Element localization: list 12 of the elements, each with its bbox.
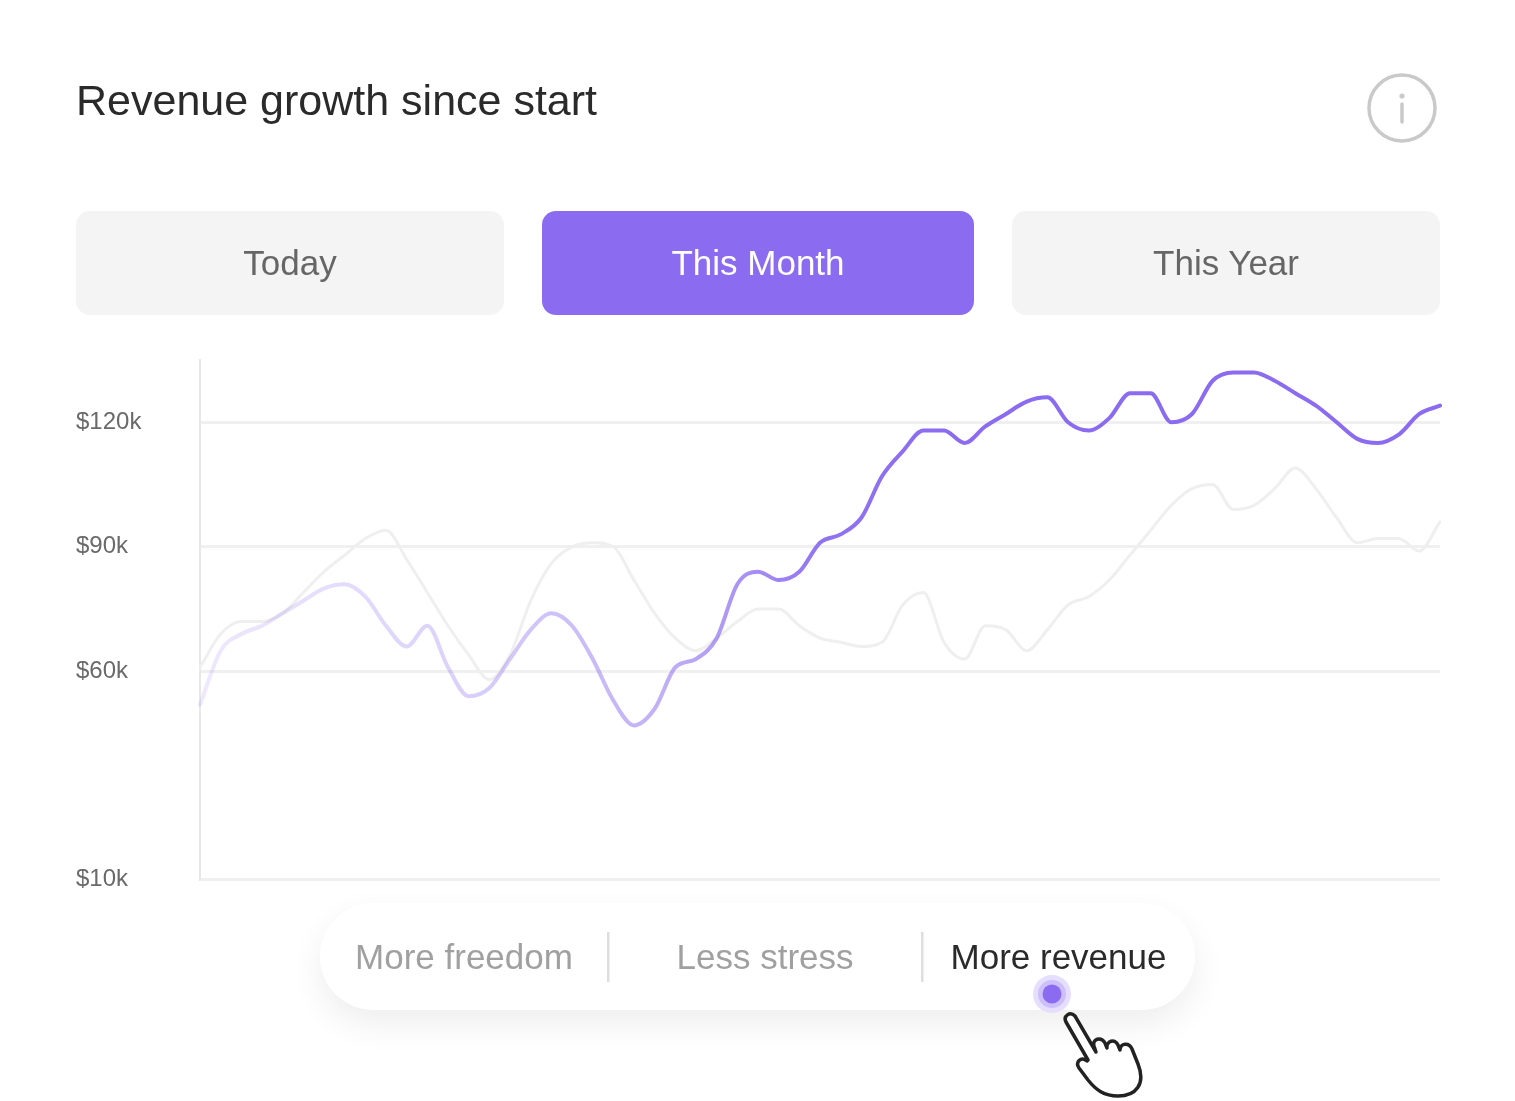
- text: Less stress: [676, 936, 854, 977]
- y-tick-label: $90k: [76, 531, 130, 559]
- text: More revenue: [950, 936, 1167, 977]
- text: This Month: [671, 243, 845, 283]
- text: More freedom: [355, 936, 573, 977]
- text: This Year: [1153, 243, 1299, 283]
- line-series: [198, 370, 1442, 728]
- chart-title: Revenue growth since start: [76, 75, 598, 125]
- text: Today: [243, 243, 337, 283]
- y-tick-label: $10k: [76, 863, 130, 891]
- y-tick-label: $60k: [76, 656, 130, 684]
- y-tick-label: $120k: [76, 406, 143, 434]
